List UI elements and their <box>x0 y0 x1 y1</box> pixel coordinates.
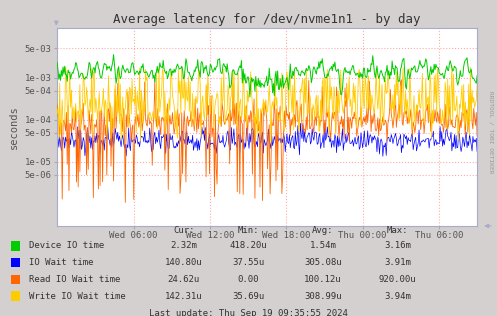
Y-axis label: seconds: seconds <box>9 105 19 149</box>
Text: 3.91m: 3.91m <box>384 258 411 267</box>
Text: Last update: Thu Sep 19 09:35:55 2024: Last update: Thu Sep 19 09:35:55 2024 <box>149 309 348 316</box>
Text: Read IO Wait time: Read IO Wait time <box>29 275 120 284</box>
Text: 308.99u: 308.99u <box>304 292 342 301</box>
Text: 0.00: 0.00 <box>238 275 259 284</box>
Text: 100.12u: 100.12u <box>304 275 342 284</box>
Text: 920.00u: 920.00u <box>379 275 416 284</box>
Text: 3.94m: 3.94m <box>384 292 411 301</box>
Text: Device IO time: Device IO time <box>29 241 104 250</box>
Text: Write IO Wait time: Write IO Wait time <box>29 292 126 301</box>
Text: 24.62u: 24.62u <box>168 275 200 284</box>
Text: 1.54m: 1.54m <box>310 241 336 250</box>
Text: 305.08u: 305.08u <box>304 258 342 267</box>
Text: 37.55u: 37.55u <box>233 258 264 267</box>
Text: 3.16m: 3.16m <box>384 241 411 250</box>
Text: Avg:: Avg: <box>312 227 334 235</box>
Title: Average latency for /dev/nvme1n1 - by day: Average latency for /dev/nvme1n1 - by da… <box>113 13 421 26</box>
Text: RRDTOOL / TOBI OETIKER: RRDTOOL / TOBI OETIKER <box>489 91 494 174</box>
Text: Min:: Min: <box>238 227 259 235</box>
Text: 140.80u: 140.80u <box>165 258 203 267</box>
Text: 418.20u: 418.20u <box>230 241 267 250</box>
Text: Cur:: Cur: <box>173 227 195 235</box>
Text: 35.69u: 35.69u <box>233 292 264 301</box>
Text: Max:: Max: <box>387 227 409 235</box>
Text: 2.32m: 2.32m <box>170 241 197 250</box>
Text: 142.31u: 142.31u <box>165 292 203 301</box>
Text: IO Wait time: IO Wait time <box>29 258 93 267</box>
